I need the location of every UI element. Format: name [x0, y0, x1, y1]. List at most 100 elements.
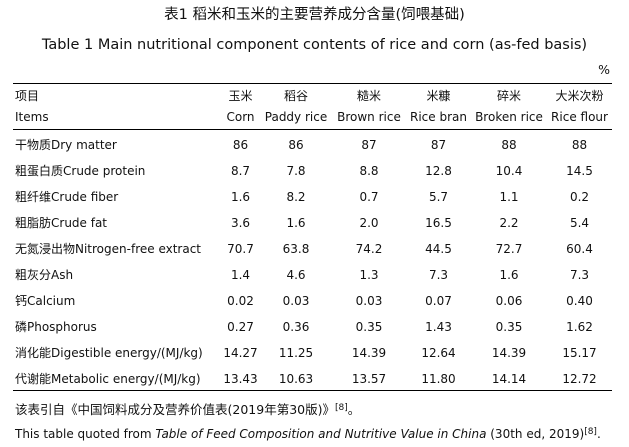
cell-value: 11.25: [278, 346, 314, 360]
cell-value: 0.2: [569, 190, 590, 204]
cell-value: 0.03: [282, 294, 310, 308]
table-caption-en: Table 1 Main nutritional component conte…: [41, 37, 588, 53]
table-row-crude-fiber: 粗纤维Crude fiber 1.6 8.2 0.7 5.7 1.1 0.2: [13, 182, 612, 208]
cell-value: 11.80: [406, 364, 471, 391]
table-row-crude-protein: 粗蛋白质Crude protein 8.7 7.8 8.8 12.8 10.4 …: [13, 156, 612, 182]
footnote-en-ref: [8]: [584, 427, 597, 437]
footnote-en-middle: (30th ed, 2019): [486, 427, 585, 441]
row-label: 粗蛋白质Crude protein: [15, 164, 146, 178]
cell-value: 1.1: [499, 190, 519, 204]
column-header-paddy-rice: 稻谷 Paddy rice: [260, 83, 332, 130]
cell-value: 2.2: [499, 216, 519, 230]
footnote-zh-ref: [8]: [334, 403, 348, 413]
cell-value: 0.36: [282, 320, 310, 334]
cell-value: 63.8: [282, 242, 310, 256]
cell-value: 86: [232, 138, 249, 152]
cell-value: 0.06: [495, 294, 523, 308]
footnote-zh-text: 该表引自《中国饲料成分及营养价值表(2019年第30版)》: [15, 402, 335, 417]
cell-value: 2.0: [359, 216, 379, 230]
table-row-metabolic-energy: 代谢能Metabolic energy/(MJ/kg) 13.43 10.63 …: [13, 364, 612, 391]
cell-value: 7.3: [569, 268, 590, 282]
column-header-items-zh: 项目: [15, 88, 40, 103]
cell-value: 12.8: [425, 164, 452, 178]
column-header-rice-bran: 米糠 Rice bran: [406, 83, 471, 130]
row-label: 代谢能Metabolic energy/(MJ/kg): [13, 364, 221, 391]
column-header-paddy-rice-zh: 稻谷: [283, 88, 308, 103]
cell-value: 86: [288, 138, 304, 152]
column-header-items: 项目 Items: [13, 83, 221, 130]
table-caption-zh: 表1 稻米和玉米的主要营养成分含量(饲喂基础): [164, 7, 465, 23]
cell-value: 87: [361, 138, 377, 152]
cell-value: 0.02: [227, 294, 254, 308]
cell-value: 60.4: [566, 242, 593, 256]
cell-value: 0.35: [355, 320, 383, 334]
cell-value: 1.6: [499, 268, 519, 282]
cell-value: 14.14: [471, 364, 547, 391]
cell-value: 15.17: [562, 346, 597, 360]
row-label: 干物质Dry matter: [15, 138, 117, 152]
cell-value: 7.8: [286, 164, 306, 178]
table-header: 项目 Items 玉米 Corn 稻谷 Paddy rice 糙米 Brown rice…: [13, 83, 612, 130]
cell-value: 7.3: [428, 268, 449, 282]
table-row-digestible-energy: 消化能Digestible energy/(MJ/kg) 14.27 11.25…: [13, 338, 612, 364]
cell-value: 10.63: [260, 364, 332, 391]
cell-value: 1.62: [566, 320, 593, 334]
cell-value: 0.07: [425, 294, 452, 308]
nutrition-table: 项目 Items 玉米 Corn 稻谷 Paddy rice 糙米 Brown rice…: [13, 83, 612, 391]
table-row-dry-matter: 干物质Dry matter 86 86 87 87 88 88: [13, 130, 612, 157]
footnote-en: This table quoted from Table of Feed Com…: [15, 426, 601, 442]
cell-value: 8.8: [359, 164, 379, 178]
table-body: 干物质Dry matter 86 86 87 87 88 88 粗蛋白质Crud…: [13, 130, 612, 391]
unit-note: %: [598, 62, 610, 77]
cell-value: 3.6: [230, 216, 251, 230]
footnote-zh: 该表引自《中国饲料成分及营养价值表(2019年第30版)》[8]。: [15, 402, 360, 418]
column-header-rice-flour-en: Rice flour: [551, 109, 608, 124]
column-header-paddy-rice-en: Paddy rice: [264, 109, 328, 124]
column-header-corn: 玉米 Corn: [221, 83, 260, 130]
cell-value: 1.6: [286, 216, 306, 230]
table-row-nitrogen-free-extract: 无氮浸出物Nitrogen-free extract 70.7 63.8 74.…: [13, 234, 612, 260]
table-row-phosphorus: 磷Phosphorus 0.27 0.36 0.35 1.43 0.35 1.6…: [13, 312, 612, 338]
footnote-en-book-title: Table of Feed Composition and Nutritive …: [155, 427, 487, 441]
cell-value: 72.7: [495, 242, 523, 256]
table-row-crude-fat: 粗脂肪Crude fat 3.6 1.6 2.0 16.5 2.2 5.4: [13, 208, 612, 234]
cell-value: 13.43: [221, 364, 260, 391]
cell-value: 70.7: [227, 242, 254, 256]
column-header-rice-bran-zh: 米糠: [426, 88, 451, 103]
row-label: 粗纤维Crude fiber: [15, 190, 119, 204]
column-header-rice-flour: 大米次粉 Rice flour: [547, 83, 612, 130]
cell-value: 16.5: [425, 216, 452, 230]
column-header-corn-en: Corn: [226, 109, 255, 124]
column-header-brown-rice-en: Brown rice: [337, 109, 401, 124]
cell-value: 0.03: [355, 294, 383, 308]
row-label: 消化能Digestible energy/(MJ/kg): [15, 346, 203, 360]
cell-value: 1.43: [425, 320, 452, 334]
column-header-brown-rice: 糙米 Brown rice: [332, 83, 406, 130]
cell-value: 13.57: [332, 364, 406, 391]
cell-value: 14.39: [491, 346, 527, 360]
cell-value: 5.7: [428, 190, 449, 204]
column-header-brown-rice-zh: 糙米: [356, 88, 381, 103]
cell-value: 14.27: [223, 346, 258, 360]
cell-value: 12.72: [547, 364, 612, 391]
cell-value: 8.7: [230, 164, 251, 178]
cell-value: 10.4: [495, 164, 523, 178]
cell-value: 14.39: [351, 346, 387, 360]
cell-value: 74.2: [355, 242, 383, 256]
cell-value: 12.64: [421, 346, 456, 360]
cell-value: 4.6: [286, 268, 306, 282]
cell-value: 5.4: [569, 216, 590, 230]
column-header-rice-bran-en: Rice bran: [410, 109, 467, 124]
cell-value: 0.35: [495, 320, 523, 334]
row-label: 磷Phosphorus: [15, 320, 97, 334]
row-label: 无氮浸出物Nitrogen-free extract: [15, 242, 202, 256]
column-header-items-en: Items: [15, 109, 49, 124]
cell-value: 0.7: [359, 190, 379, 204]
cell-value: 1.3: [359, 268, 379, 282]
cell-value: 0.27: [227, 320, 254, 334]
cell-value: 14.5: [566, 164, 593, 178]
cell-value: 87: [430, 138, 447, 152]
column-header-broken-rice-en: Broken rice: [475, 109, 543, 124]
footnote-en-prefix: This table quoted from: [15, 427, 156, 441]
